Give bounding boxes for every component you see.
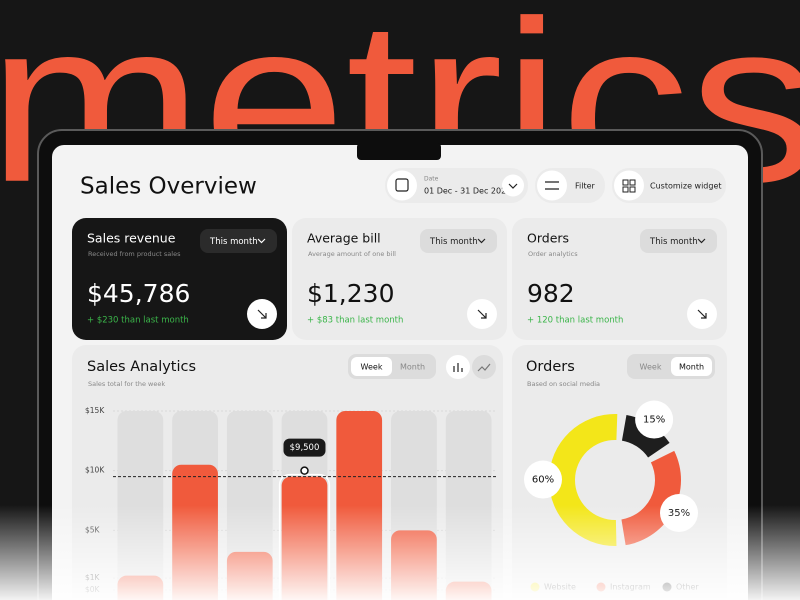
date-label: Date xyxy=(424,176,439,183)
tooltip-dot xyxy=(300,466,309,475)
line-icon xyxy=(477,363,491,372)
panel-title: Sales Analytics xyxy=(87,359,196,375)
customize-label: Customize widget xyxy=(650,182,722,191)
card-delta: + $230 than last month xyxy=(87,316,189,326)
filter-icon-bg xyxy=(537,170,567,201)
chevron-bg xyxy=(502,174,524,197)
arrow-icon xyxy=(257,309,267,319)
y-tick-label: $15K xyxy=(85,406,105,415)
panel-title: Orders xyxy=(526,359,575,375)
tooltip-label: $9,500 xyxy=(290,443,320,453)
dropdown-chevron xyxy=(477,238,486,244)
card-subtitle: Average amount of one bill xyxy=(308,250,396,258)
tooltip xyxy=(283,438,326,457)
toggle-active xyxy=(351,357,392,376)
filter-icon xyxy=(545,181,559,190)
chevron xyxy=(508,183,518,189)
toggle-active xyxy=(671,357,712,376)
fade-overlay xyxy=(0,505,800,600)
value-bubble xyxy=(635,400,674,439)
customize-icon-bg xyxy=(614,170,644,201)
toggle-label[interactable]: Month xyxy=(400,363,425,372)
card-delta: + 120 than last month xyxy=(527,316,623,326)
arrow-icon xyxy=(697,309,707,319)
card-delta: + $83 than last month xyxy=(307,316,403,326)
value-label: 60% xyxy=(532,475,554,486)
value-bubble xyxy=(524,460,563,499)
period-label: This month xyxy=(649,237,698,247)
dropdown-chevron xyxy=(697,238,706,244)
arrow-icon xyxy=(477,309,487,319)
card-value: $45,786 xyxy=(87,279,190,308)
y-tick-label: $10K xyxy=(85,466,105,475)
date-icon-bg xyxy=(387,170,417,201)
period-label: This month xyxy=(209,237,258,247)
notch xyxy=(357,143,441,160)
page-title: Sales Overview xyxy=(80,174,257,200)
toggle-label[interactable]: Week xyxy=(640,363,662,372)
card-title: Orders xyxy=(527,231,569,246)
dashboard: Sales Overview Date 01 Dec - 31 Dec 2023… xyxy=(80,168,726,203)
period-dropdown[interactable] xyxy=(200,229,277,253)
dropdown-chevron xyxy=(257,238,266,244)
value-label: 15% xyxy=(643,415,665,426)
toggle-label[interactable]: Week xyxy=(361,363,383,372)
calendar-icon xyxy=(395,178,409,192)
period-label: This month xyxy=(429,237,478,247)
panel-subtitle: Sales total for the week xyxy=(88,380,165,388)
card-title: Sales revenue xyxy=(87,231,176,246)
date-range: 01 Dec - 31 Dec 2023 xyxy=(424,187,511,196)
panel-subtitle: Based on social media xyxy=(527,380,600,388)
toggle-label[interactable]: Month xyxy=(679,363,704,372)
card-value: $1,230 xyxy=(307,279,394,308)
card-title: Average bill xyxy=(307,231,381,246)
date-picker[interactable] xyxy=(385,168,528,203)
period-dropdown[interactable] xyxy=(640,229,717,253)
grid-icon xyxy=(622,179,636,193)
card-subtitle: Received from product sales xyxy=(88,250,181,258)
bar-icon xyxy=(453,363,463,372)
card-value: 982 xyxy=(527,279,575,308)
chart-type-line[interactable] xyxy=(472,355,496,379)
card-subtitle: Order analytics xyxy=(528,250,578,258)
period-dropdown[interactable] xyxy=(420,229,497,253)
filter-label: Filter xyxy=(575,182,596,191)
